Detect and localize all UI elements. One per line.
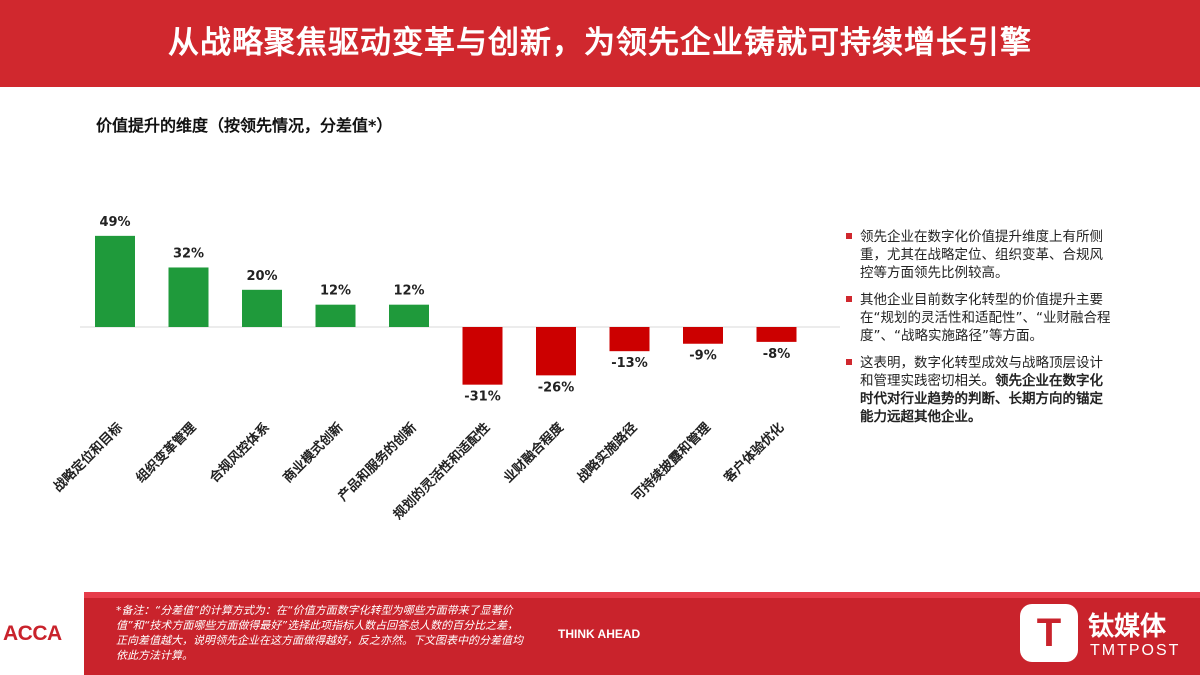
header-banner: 从战略聚焦驱动变革与创新，为领先企业铸就可持续增长引擎 [0,0,1200,87]
note-text: 这表明，数字化转型成效与战略顶层设计和管理实践密切相关。 [860,355,1103,389]
footnote: *备注：“分差值”的计算方式为：在“价值方面数字化转型为哪些方面带来了显著价值”… [116,604,523,662]
data-label-6: -31% [464,390,501,405]
data-label-10: -8% [763,347,790,362]
data-label-2: 32% [173,246,204,261]
category-label-9: 可持续披露和管理 [629,420,714,505]
bar-8 [609,327,650,352]
data-label-5: 12% [393,284,424,299]
footer-accent-band [0,592,1200,598]
bullet-icon [846,296,852,302]
note-text: 其他企业目前数字化转型的价值提升主要在“规划的灵活性和适配性”、“业财融合程度”… [860,292,1111,344]
tmtpost-logo: T 钛媒体 TMTPOST [1008,600,1194,666]
note-item: 其他企业目前数字化转型的价值提升主要在“规划的灵活性和适配性”、“业财融合程度”… [846,291,1116,345]
bar-5 [389,304,429,327]
category-label-5: 产品和服务的创新 [335,420,420,505]
category-label-2: 组织变革管理 [133,420,199,486]
note-item: 领先企业在数字化价值提升维度上有所侧重，尤其在战略定位、组织变革、合规风控等方面… [846,228,1116,282]
chart-subtitle: 价值提升的维度（按领先情况，分差值*） [96,116,393,135]
category-label-8: 战略实施路径 [574,420,640,486]
bar-4 [315,304,356,327]
bar-10 [756,327,797,342]
tagline: THINK AHEAD [558,627,641,641]
notes-panel: 领先企业在数字化价值提升维度上有所侧重，尤其在战略定位、组织变革、合规风控等方面… [846,228,1116,435]
bar-6 [462,327,503,385]
bar-3 [242,289,282,327]
data-label-3: 20% [246,269,277,284]
tmtpost-brand-en: TMTPOST [1090,642,1181,659]
data-label-8: -13% [611,356,648,371]
tmtpost-mark-icon: T [1020,604,1078,662]
acca-logo: ACCA [3,622,62,645]
category-label-4: 商业模式创新 [280,420,346,486]
tmtpost-brand-cn: 钛媒体 [1088,612,1167,642]
bullet-icon [846,359,852,365]
category-label-3: 合规风控体系 [206,420,272,486]
category-label-1: 战略定位和目标 [50,420,126,496]
page-title: 从战略聚焦驱动变革与创新，为领先企业铸就可持续增长引擎 [168,25,1032,61]
category-label-10: 客户体验优化 [721,420,787,486]
data-label-7: -26% [538,380,575,395]
bar-7 [536,327,576,376]
bar-chart: 49% 战略定位和目标 32% 组织变革管理 20% 合规风控体系 12% 商业模式创新 12%… [50,215,840,523]
footer: ACCA *备注：“分差值”的计算方式为：在“价值方面数字化转型为哪些方面带来了… [0,592,1200,675]
data-label-9: -9% [689,349,716,364]
category-label-7: 业财融合程度 [500,419,567,486]
note-item: 这表明，数字化转型成效与战略顶层设计和管理实践密切相关。领先企业在数字化时代对行… [846,354,1116,426]
bar-2 [168,267,209,327]
bar-1 [95,235,135,327]
acca-logo-box: ACCA [0,592,84,675]
bar-9 [683,327,723,344]
note-emphasis: 领先企业在数字化时代对行业趋势的判断、长期方向的锚定能力远超其他企业。 [860,373,1103,425]
data-label-4: 12% [320,284,351,299]
data-label-1: 49% [99,215,130,230]
note-text: 领先企业在数字化价值提升维度上有所侧重，尤其在战略定位、组织变革、合规风控等方面… [860,229,1103,281]
bullet-icon [846,233,852,239]
